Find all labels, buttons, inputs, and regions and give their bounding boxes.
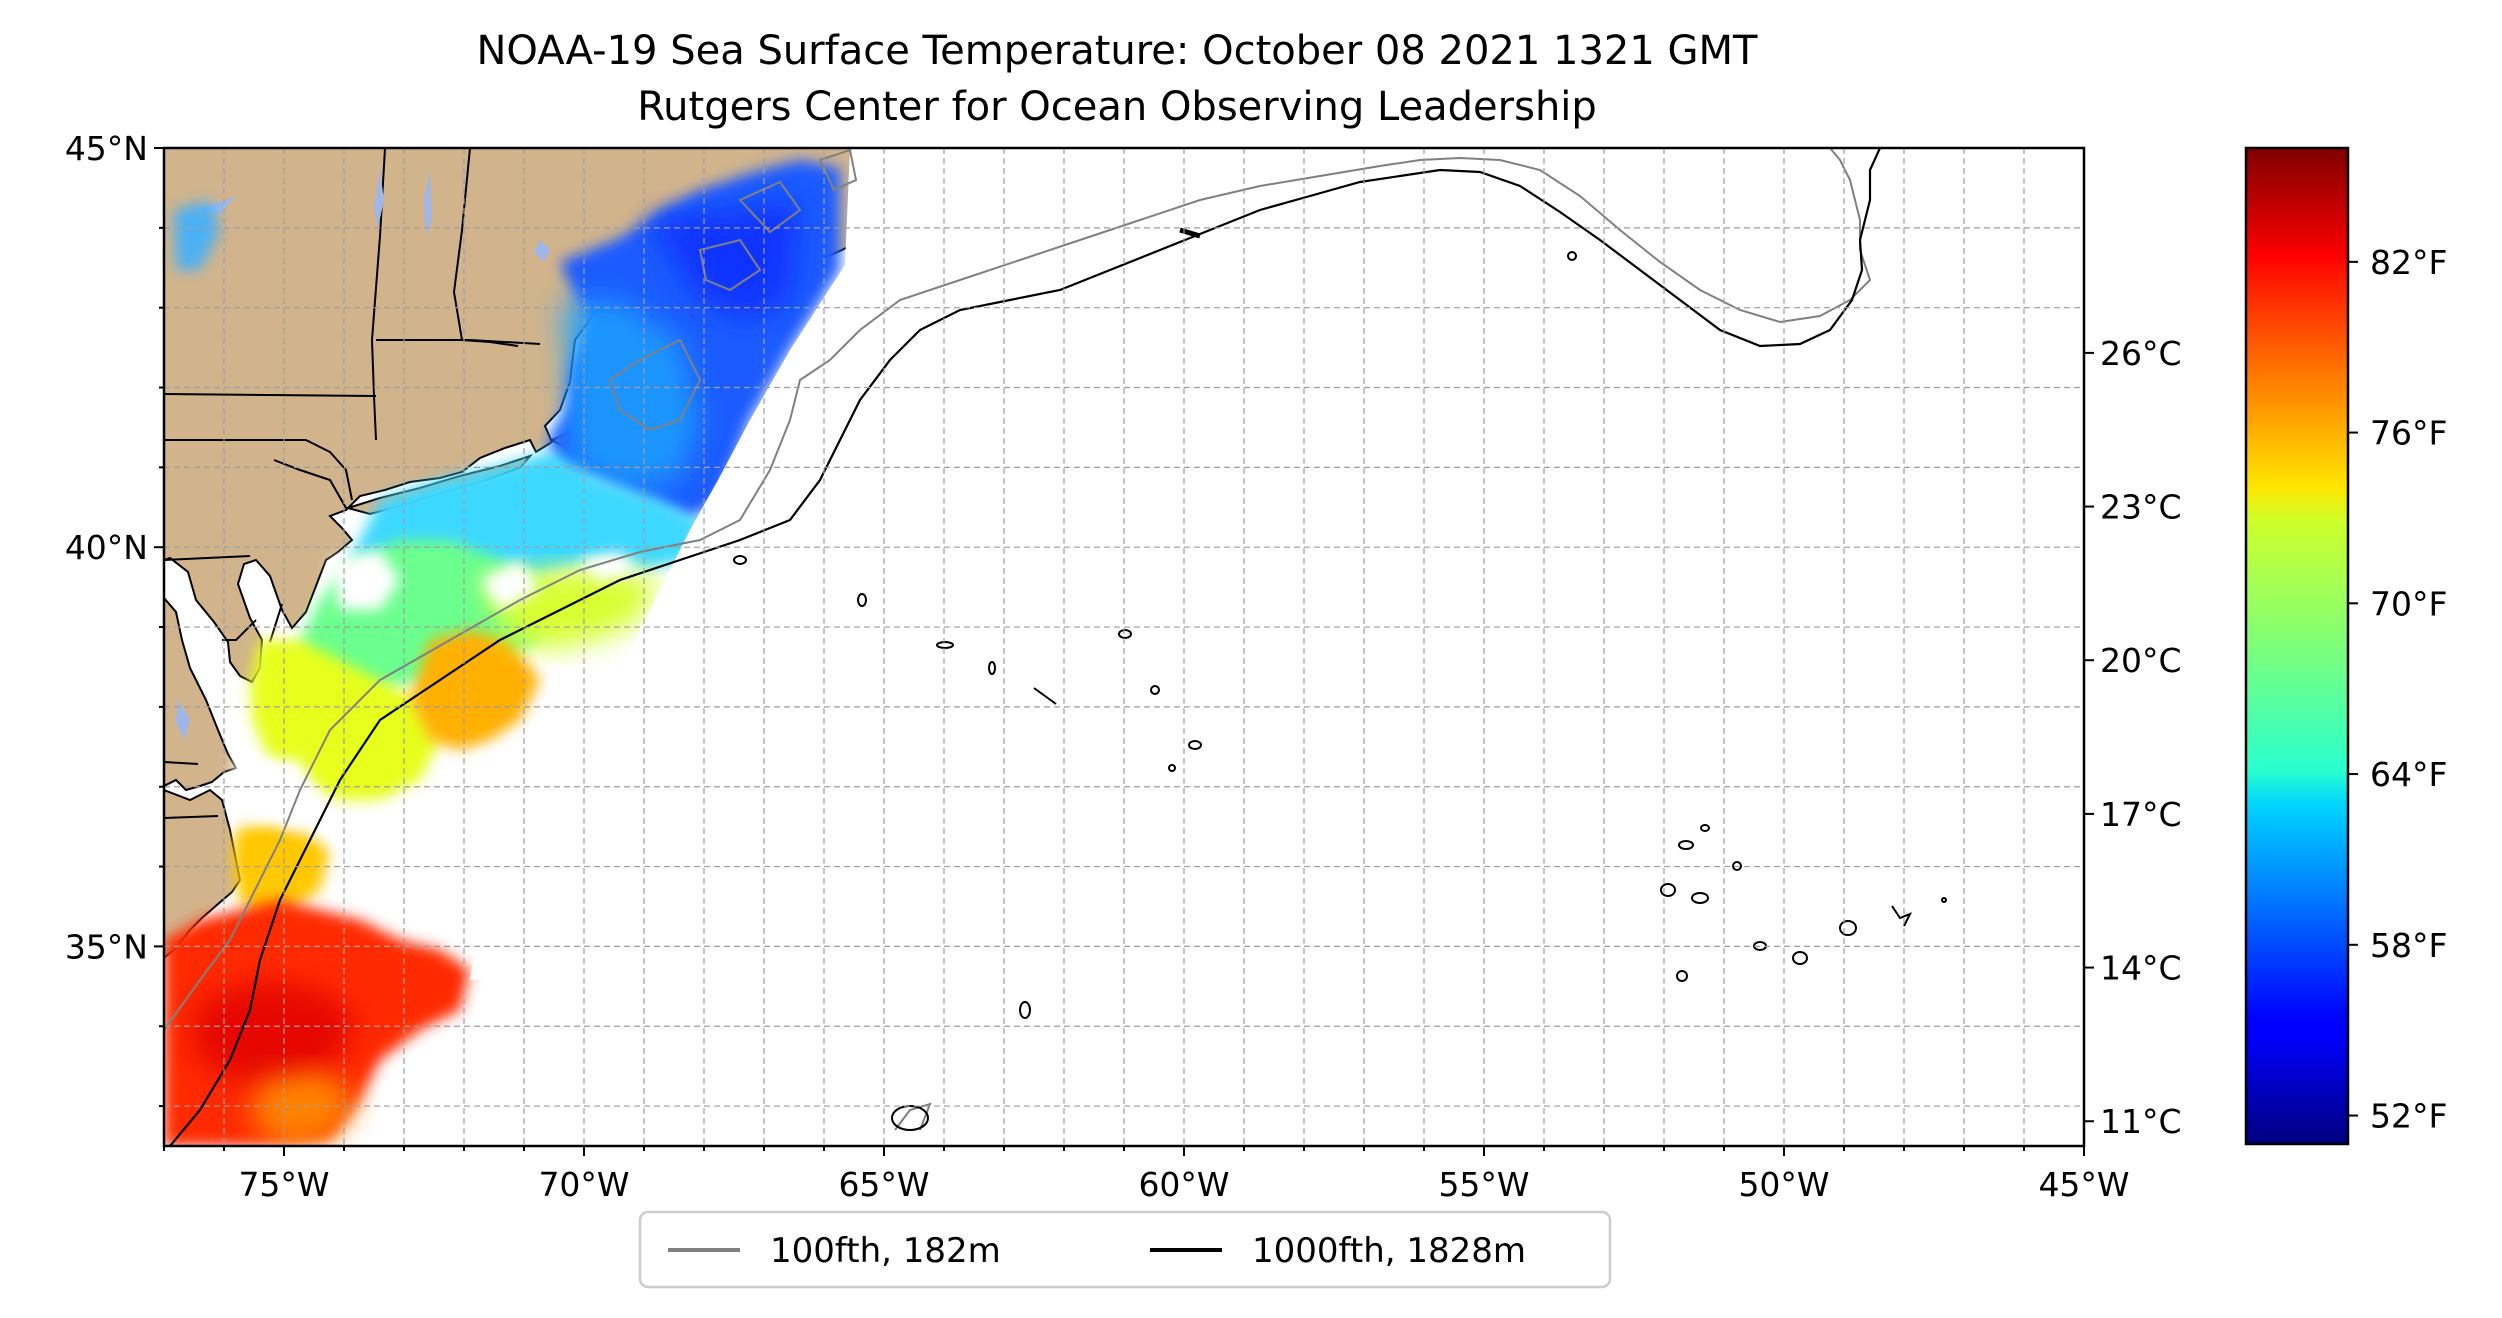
state-borders bbox=[164, 148, 541, 819]
sst-slope-orange bbox=[410, 630, 540, 750]
lon-tick-label: 70°W bbox=[538, 1165, 629, 1204]
lon-tick-label: 60°W bbox=[1138, 1165, 1229, 1204]
colorbar-gradient bbox=[2244, 146, 2350, 1146]
axis-ticks bbox=[154, 147, 2085, 1156]
lon-tick-label: 55°W bbox=[1438, 1165, 1529, 1204]
fahrenheit-tick-label: 52°F bbox=[2370, 1097, 2447, 1136]
celsius-tick-label: 26°C bbox=[2100, 334, 2182, 373]
contour-1000fth bbox=[169, 148, 1882, 1146]
colorbar-ticks bbox=[2084, 260, 2358, 1123]
cloud-mask bbox=[230, 550, 640, 910]
sst-nc-yellow-orange bbox=[232, 820, 330, 920]
map-area bbox=[164, 148, 2084, 1146]
sst-gs-orange-patch bbox=[250, 1070, 360, 1146]
fahrenheit-tick-label: 70°F bbox=[2370, 584, 2447, 623]
fahrenheit-tick-label: 64°F bbox=[2370, 755, 2447, 794]
celsius-tick-label: 23°C bbox=[2100, 488, 2182, 527]
sst-gulf-stream-dark bbox=[190, 980, 360, 1090]
colorbar: 52°F 58°F 64°F 70°F 76°F 82°F 11°C 14°C 17°C 20°C… bbox=[2084, 146, 2447, 1146]
lon-tick-label: 75°W bbox=[238, 1165, 329, 1204]
grid-lines bbox=[164, 148, 2084, 1146]
sst-gom-dark bbox=[650, 200, 800, 320]
legend-label-100fth: 100fth, 182m bbox=[770, 1231, 1001, 1271]
fahrenheit-tick-label: 58°F bbox=[2370, 926, 2447, 965]
sst-patch-wisps bbox=[174, 200, 220, 270]
celsius-tick-label: 11°C bbox=[2100, 1102, 2182, 1141]
fahrenheit-tick-label: 76°F bbox=[2370, 414, 2447, 453]
axis-labels: 75°W 70°W 65°W 60°W 55°W 50°W 45°W 45°N 40°N 35°N bbox=[65, 129, 2130, 1204]
colorbar-labels: 52°F 58°F 64°F 70°F 76°F 82°F 11°C 14°C 17°C 20°C… bbox=[2100, 243, 2447, 1141]
legend: 100fth, 182m 1000fth, 1828m bbox=[638, 1210, 1612, 1289]
lon-tick-label: 50°W bbox=[1738, 1165, 1829, 1204]
swath-edge-mask bbox=[470, 148, 2084, 980]
map-subtitle: Rutgers Center for Ocean Observing Leade… bbox=[637, 84, 1597, 130]
celsius-tick-label: 17°C bbox=[2100, 795, 2182, 834]
contour-100fth-gom bbox=[608, 148, 858, 432]
celsius-tick-label: 14°C bbox=[2100, 949, 2182, 988]
legend-box bbox=[638, 1210, 1612, 1289]
lat-tick-label: 35°N bbox=[65, 927, 148, 966]
lon-tick-label: 65°W bbox=[838, 1165, 929, 1204]
contour-100fth bbox=[164, 148, 1872, 1031]
map-title: NOAA-19 Sea Surface Temperature: October… bbox=[477, 28, 1759, 74]
legend-label-1000fth: 1000fth, 1828m bbox=[1252, 1231, 1526, 1271]
celsius-tick-label: 20°C bbox=[2100, 641, 2182, 680]
fahrenheit-tick-label: 82°F bbox=[2370, 243, 2447, 282]
sst-data-layer bbox=[164, 148, 2084, 1146]
lat-tick-label: 45°N bbox=[65, 129, 148, 168]
lon-tick-label: 45°W bbox=[2038, 1165, 2129, 1204]
lat-tick-label: 40°N bbox=[65, 528, 148, 567]
